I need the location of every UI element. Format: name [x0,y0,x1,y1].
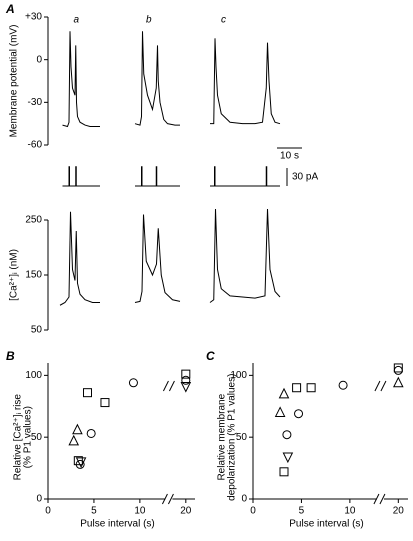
y-tick-label: 150 [25,270,42,281]
axis-break [379,493,386,505]
marker [128,378,138,388]
trace [209,208,281,303]
x-tick-label: 5 [299,506,305,517]
axis-break [167,493,174,505]
trace [134,31,180,126]
marker [294,409,304,419]
y-tick-label: 50 [31,432,43,443]
trace [135,166,180,187]
marker [393,376,404,388]
axis-break [380,380,387,392]
marker [306,383,316,393]
axis-break [162,380,169,392]
marker [274,406,286,417]
x-tick-label: 20 [180,506,192,517]
marker [279,467,289,477]
marker [75,457,87,469]
panel-label: A [5,2,15,16]
scale-bar-label: 10 s [280,151,299,162]
y-tick-label: 250 [25,215,42,226]
y-tick-label: 100 [25,370,42,381]
y-axis-label: Relative [Ca²⁺]ᵢ rise [13,394,24,481]
marker [282,452,294,464]
marker [292,383,302,393]
y-axis-label: (% P1 values) [23,406,34,468]
trace [210,38,281,125]
trace-label: b [146,15,152,26]
trace [62,166,100,187]
marker [181,369,191,379]
y-tick-label: -30 [28,97,43,108]
x-tick-label: 20 [393,506,405,517]
y-tick-label: 100 [230,370,247,381]
x-tick-label: 5 [91,506,97,517]
trace [62,31,100,128]
y-tick-label: 50 [31,325,43,336]
x-tick-label: 10 [344,506,356,517]
x-tick-label: 10 [134,506,146,517]
y-axis-label: [Ca²⁺]ᵢ (nM) [9,249,20,301]
marker [393,363,403,373]
marker [86,428,96,438]
y-axis-label: depolarization (% P1 values) [227,374,238,501]
x-axis-label: Pulse interval (s) [289,519,363,530]
panel-label: C [206,349,215,363]
panel-label: B [6,349,15,363]
trace-label: c [221,15,226,26]
trace [210,166,280,187]
x-tick-label: 0 [250,506,256,517]
y-tick-label: -60 [28,140,43,151]
axis-break [373,493,380,505]
marker [75,459,85,469]
marker [393,365,403,375]
trace [59,211,100,306]
axis-break [374,380,381,392]
scale-bar-label: 30 pA [292,172,318,183]
marker [180,381,192,393]
y-axis-label: Relative membrane [217,393,228,480]
marker [68,434,80,446]
marker [181,375,191,385]
axis-break [161,493,168,505]
y-tick-label: +30 [25,12,42,23]
marker [83,388,93,398]
x-tick-label: 0 [45,506,51,517]
trace [134,214,181,303]
marker [100,398,110,408]
x-axis-label: Pulse interval (s) [80,519,154,530]
axis-break [168,380,175,392]
marker [278,387,290,399]
trace-label: a [74,15,80,26]
y-tick-label: 0 [36,54,42,65]
y-tick-label: 0 [241,494,247,505]
y-tick-label: 0 [36,494,42,505]
y-tick-label: 50 [236,432,248,443]
marker [72,423,83,435]
marker [282,430,292,440]
y-axis-label: Membrane potential (mV) [9,25,20,138]
marker [338,380,348,390]
